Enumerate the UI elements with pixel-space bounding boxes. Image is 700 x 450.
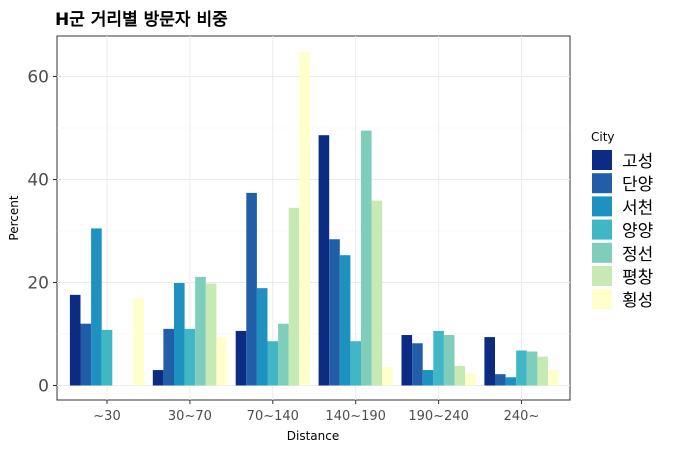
- bar: [299, 51, 310, 386]
- x-tick-label: 140~190: [325, 409, 386, 424]
- bar: [267, 341, 279, 386]
- bar: [537, 356, 548, 386]
- legend-label: 양양: [622, 222, 653, 242]
- bar: [174, 283, 185, 386]
- bar: [195, 276, 206, 386]
- legend-key: [592, 150, 612, 170]
- bar: [412, 343, 423, 386]
- bar: [526, 351, 538, 386]
- x-axis-label: Distance: [287, 429, 339, 443]
- legend-label: 평창: [622, 268, 654, 288]
- y-axis: 0 20 40 60: [27, 68, 57, 397]
- bar: [80, 323, 92, 386]
- bar: [371, 200, 383, 386]
- bars: [69, 51, 559, 386]
- bar: [246, 192, 257, 386]
- x-tick-label: 30~70: [168, 409, 212, 424]
- legend-key: [592, 219, 612, 240]
- x-axis: ~30 30~70 70~140 140~190 190~240 240~: [93, 400, 539, 424]
- bar: [382, 366, 393, 386]
- bar: [433, 330, 444, 386]
- bar: [205, 283, 217, 386]
- legend-key: [592, 289, 612, 310]
- bar: [401, 335, 413, 386]
- chart-title: H군 거리별 방문자 비중: [55, 10, 228, 30]
- bar: [516, 350, 527, 386]
- y-axis-label: Percent: [7, 195, 21, 240]
- y-tick-label: 0: [38, 377, 49, 397]
- bar: [101, 329, 113, 386]
- y-tick-label: 60: [27, 68, 49, 88]
- bar: [505, 377, 517, 386]
- legend-key: [592, 242, 612, 263]
- bar: [484, 337, 495, 386]
- bar: [548, 370, 559, 386]
- y-tick-label: 40: [27, 171, 49, 191]
- x-tick-label: 190~240: [408, 409, 469, 424]
- plot-area: [56, 35, 571, 401]
- legend-label: 서천: [622, 198, 653, 218]
- legend-title: City: [591, 130, 615, 144]
- bar: [91, 228, 102, 386]
- legend-label: 단양: [622, 175, 653, 195]
- bar: [152, 370, 164, 386]
- bar: [361, 130, 372, 386]
- bar: [184, 328, 196, 386]
- x-tick-label: 70~140: [247, 409, 299, 424]
- bar: [256, 288, 268, 386]
- bar: [163, 328, 174, 386]
- bar: [69, 294, 81, 386]
- legend-label: 고성: [622, 152, 653, 172]
- bar: [329, 239, 340, 386]
- bar: [443, 335, 455, 386]
- bar: [133, 297, 145, 386]
- bar: [350, 341, 361, 386]
- bar: [339, 255, 351, 386]
- bar: [465, 373, 476, 386]
- bar: [235, 330, 247, 386]
- bar: [216, 337, 227, 386]
- bar: [495, 374, 506, 386]
- x-tick-label: ~30: [93, 409, 120, 424]
- bar: [278, 323, 289, 386]
- legend-key: [592, 266, 612, 286]
- x-tick-label: 240~: [504, 409, 540, 424]
- y-tick-label: 20: [27, 274, 49, 294]
- legend-key: [592, 173, 612, 194]
- legend-label: 횡성: [622, 291, 653, 311]
- bar: [318, 135, 330, 386]
- bar: [288, 207, 300, 386]
- bar: [454, 365, 466, 386]
- legend-label: 정선: [622, 245, 653, 265]
- bar: [422, 370, 434, 386]
- legend-key: [592, 196, 612, 217]
